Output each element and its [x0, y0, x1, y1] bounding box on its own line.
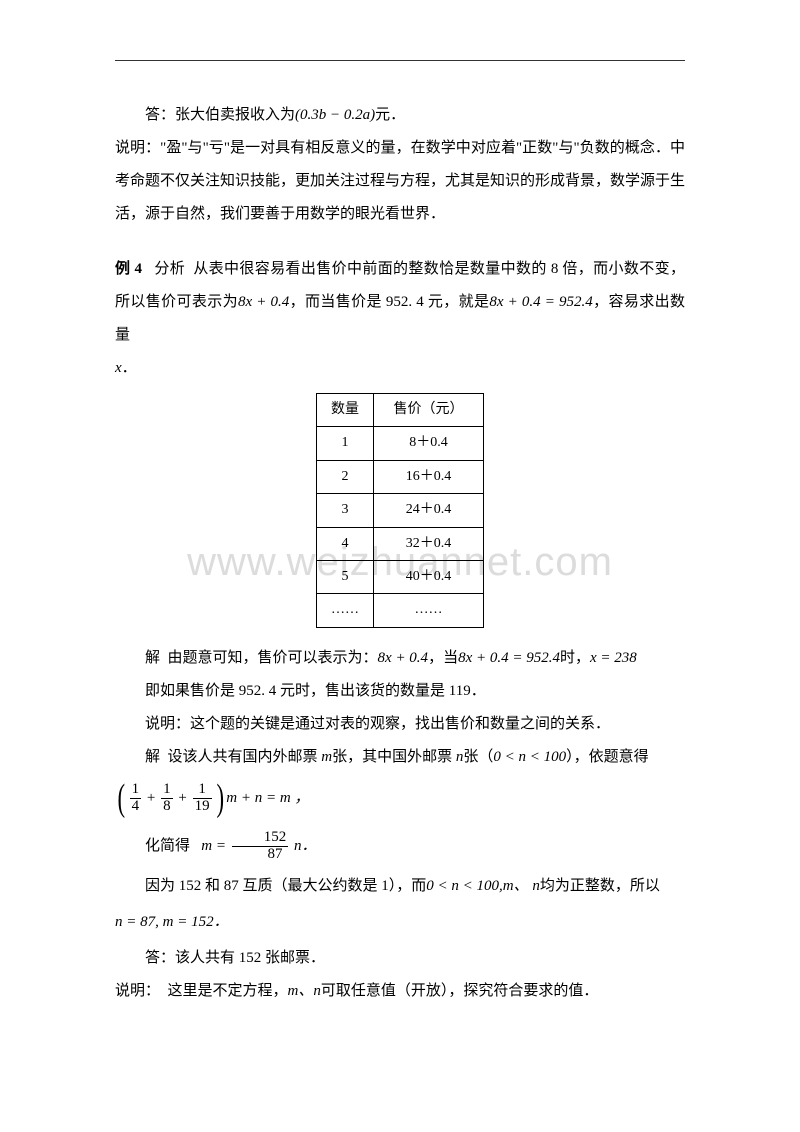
table-row: 4 32＋0.4	[317, 527, 484, 560]
left-paren: (	[118, 783, 126, 813]
right-paren: )	[216, 783, 224, 813]
frac-2: 18	[161, 782, 173, 815]
solve2-t3: 张（	[463, 749, 493, 765]
result-line: n = 87, m = 152．	[115, 903, 685, 942]
frac-num: 152	[232, 830, 289, 847]
frac-3: 119	[193, 782, 212, 815]
ex4-expr2: 8x + 0.4 = 952.4	[489, 294, 592, 310]
solve2-t1: 设该人共有国内外邮票	[168, 749, 322, 765]
reason-line: 因为 152 和 87 互质（最大公约数是 1），而0 < n < 100,m、…	[115, 870, 685, 903]
solve1-e3: x = 238	[590, 650, 637, 666]
ex4-expr1: 8x + 0.4	[238, 294, 289, 310]
solve-1: 解 由题意可知，售价可以表示为：8x + 0.4，当8x + 0.4 = 952…	[115, 642, 685, 675]
frac-den: 87	[232, 847, 289, 863]
table-cell: 2	[317, 460, 374, 493]
reason-post: 均为正整数，所以	[540, 878, 660, 894]
solve1-label: 解	[145, 650, 160, 666]
frac-m: 15287	[232, 830, 289, 863]
top-rule	[115, 60, 685, 61]
table-cell: 1	[317, 427, 374, 460]
solve1-e2: 8x + 0.4 = 952.4	[458, 650, 560, 666]
answer-1-prefix: 答：张大伯卖报收入为	[145, 107, 295, 123]
table-cell: ……	[317, 594, 374, 627]
table-row: 5 40＋0.4	[317, 560, 484, 593]
note-2: 说明：这个题的关键是通过对表的观察，找出售价和数量之间的关系．	[115, 708, 685, 741]
table-row: 2 16＋0.4	[317, 460, 484, 493]
solve2-t2: 张，其中国外邮票	[332, 749, 456, 765]
note-1: 说明："盈"与"亏"是一对具有相反意义的量，在数学中对应着"正数"与"负数的概念…	[115, 132, 685, 231]
frac-den: 8	[161, 799, 173, 815]
finalnote-text: 这里是不定方程，	[168, 983, 288, 999]
table-cell: 16＋0.4	[374, 460, 484, 493]
finalnote-tail: 可取任意值（开放），探究符合要求的值．	[321, 983, 599, 999]
ex4-period: ．	[122, 360, 137, 376]
solve2-label: 解	[145, 749, 160, 765]
solve1-e1: 8x + 0.4	[378, 650, 429, 666]
eq2-lhs: m =	[201, 838, 226, 854]
ex4-var: x	[115, 360, 122, 376]
table-row: 3 24＋0.4	[317, 494, 484, 527]
frac-1: 14	[130, 782, 142, 815]
ex4-analysis-label: 分析	[154, 261, 185, 277]
solve2-range: 0 < n < 100	[493, 749, 566, 765]
table-row: 数量 售价（元）	[317, 394, 484, 427]
frac-den: 4	[130, 799, 142, 815]
ex4-label: 例 4	[115, 261, 142, 277]
reason-range: 0 < n < 100,	[426, 878, 503, 894]
solve2-m: m	[321, 749, 332, 765]
table-cell: 3	[317, 494, 374, 527]
answer-1: 答：张大伯卖报收入为(0.3b − 0.2a)元．	[115, 99, 685, 132]
reason-pre: 因为 152 和 87 互质（最大公约数是 1），而	[145, 878, 426, 894]
finalnote-mn: m、n	[288, 983, 321, 999]
solve1-t3: 时，	[560, 650, 590, 666]
equation-2: 化简得 m = 15287 n．	[115, 822, 685, 870]
eq1-rhs: m + n = m ，	[226, 790, 309, 806]
finalnote-label: 说明：	[115, 983, 160, 999]
frac-den: 19	[193, 799, 212, 815]
frac-num: 1	[193, 782, 212, 799]
table-cell: 32＋0.4	[374, 527, 484, 560]
frac-num: 1	[161, 782, 173, 799]
page-content: 答：张大伯卖报收入为(0.3b − 0.2a)元． 说明："盈"与"亏"是一对具…	[0, 0, 800, 1048]
frac-num: 1	[130, 782, 142, 799]
answer-1-expr: (0.3b − 0.2a)	[295, 107, 375, 123]
solve1-t2: ，当	[428, 650, 458, 666]
table-header-price: 售价（元）	[374, 394, 484, 427]
table-row: 1 8＋0.4	[317, 427, 484, 460]
reason-mn: m、 n	[503, 878, 540, 894]
solve2-t4: ），依题意得	[566, 749, 649, 765]
table-cell: ……	[374, 594, 484, 627]
solve-2: 解 设该人共有国内外邮票 m张，其中国外邮票 n张（0 < n < 100），依…	[115, 741, 685, 774]
table-cell: 5	[317, 560, 374, 593]
table-cell: 40＋0.4	[374, 560, 484, 593]
final-answer: 答：该人共有 152 张邮票．	[115, 942, 685, 975]
table-header-qty: 数量	[317, 394, 374, 427]
final-note: 说明： 这里是不定方程，m、n可取任意值（开放），探究符合要求的值．	[115, 975, 685, 1008]
ex4-mid: ，而当售价是 952. 4 元，就是	[289, 294, 489, 310]
line-after-solve1: 即如果售价是 952. 4 元时，售出该货的数量是 119．	[115, 675, 685, 708]
table-row: …… ……	[317, 594, 484, 627]
solve1-t1: 由题意可知，售价可以表示为：	[168, 650, 378, 666]
answer-1-suffix: 元．	[375, 107, 405, 123]
eq2-suffix: n．	[294, 838, 317, 854]
table-cell: 4	[317, 527, 374, 560]
result-expr: n = 87, m = 152．	[115, 914, 229, 930]
equation-1: (14 + 18 + 119)m + n = m ，	[115, 774, 685, 822]
table-cell: 8＋0.4	[374, 427, 484, 460]
table-cell: 24＋0.4	[374, 494, 484, 527]
example-4-var: x．	[115, 352, 685, 385]
price-table: 数量 售价（元） 1 8＋0.4 2 16＋0.4 3 24＋0.4 4 32＋…	[316, 393, 484, 628]
example-4: 例 4 分析 从表中很容易看出售价中前面的整数恰是数量中数的 8 倍，而小数不变…	[115, 253, 685, 352]
eq2-label: 化简得	[145, 838, 190, 854]
